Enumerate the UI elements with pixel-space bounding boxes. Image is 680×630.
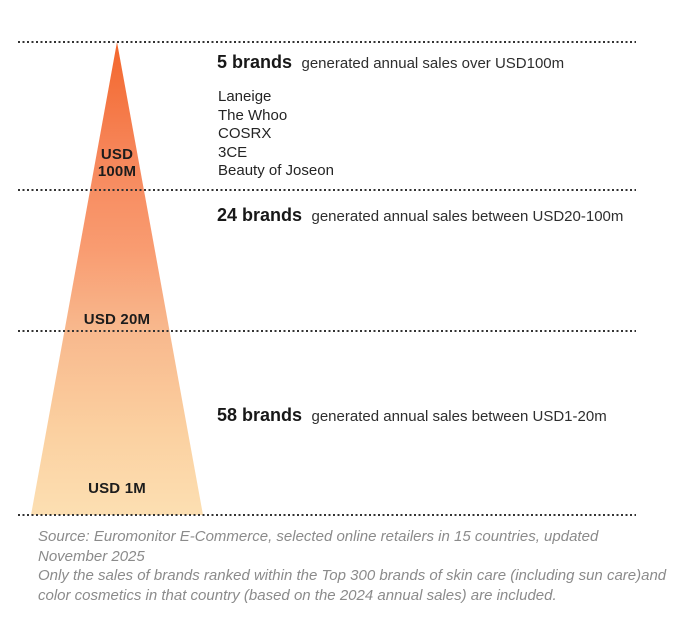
tier1-heading: 5 brands generated annual sales over USD… xyxy=(217,52,564,74)
tier-divider-top xyxy=(18,41,636,43)
axis-label-100m: USD 100M xyxy=(47,146,187,180)
axis-label-100m-line2: 100M xyxy=(97,162,137,180)
footnote-line-2: color cosmetics in that country (based o… xyxy=(38,586,557,604)
brand-name-3ce: 3CE xyxy=(218,143,248,161)
axis-label-100m-line1: USD xyxy=(100,146,134,163)
tier-divider-100m xyxy=(18,189,636,191)
tier2-heading: 24 brands generated annual sales between… xyxy=(217,205,623,227)
axis-label-1m-line1: USD 1M xyxy=(88,480,146,497)
axis-label-1m: USD 1M xyxy=(47,480,187,498)
brand-name-beauty-of-joseon: Beauty of Joseon xyxy=(218,162,334,180)
tier3-brand-count: 58 brands xyxy=(217,405,303,425)
tier-divider-1m xyxy=(18,514,636,516)
tier3-description: generated annual sales between USD1-20m xyxy=(311,408,607,425)
axis-label-20m: USD 20M xyxy=(47,311,187,329)
tier1-description: generated annual sales over USD100m xyxy=(301,55,565,72)
pyramid-shape xyxy=(31,42,203,515)
brand-name-laneige: Laneige xyxy=(218,88,272,105)
brand-name-cosrx: COSRX xyxy=(218,125,272,143)
source-line-2: November 2025 xyxy=(38,547,145,565)
source-line-1: Source: Euromonitor E-Commerce, selected… xyxy=(38,528,599,545)
tier3-heading: 58 brands generated annual sales between… xyxy=(217,405,607,427)
footnote-line-1: Only the sales of brands ranked within t… xyxy=(38,567,667,584)
axis-label-20m-line1: USD 20M xyxy=(83,311,151,328)
tier1-brand-count: 5 brands xyxy=(217,52,293,72)
tier-divider-20m xyxy=(18,330,636,332)
tier2-description: generated annual sales between USD20-100… xyxy=(311,208,624,225)
tier1-brand-list: Laneige The Whoo COSRX 3CE Beauty of Jos… xyxy=(218,88,334,181)
tier2-brand-count: 24 brands xyxy=(217,205,303,225)
source-footnote: Source: Euromonitor E-Commerce, selected… xyxy=(38,527,666,605)
brand-name-the-whoo: The Whoo xyxy=(218,106,288,124)
